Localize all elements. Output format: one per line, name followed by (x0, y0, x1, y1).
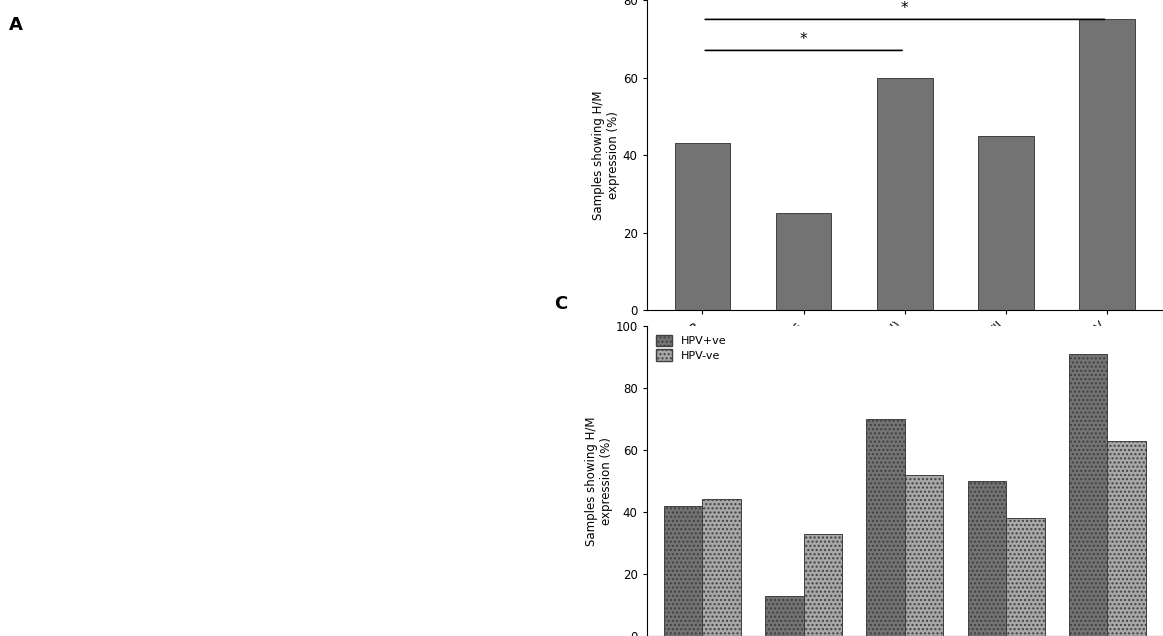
Legend: HPV+ve, HPV-ve: HPV+ve, HPV-ve (652, 331, 730, 364)
Bar (866, 419, 905, 636)
Text: A: A (9, 16, 23, 34)
Bar (968, 481, 1006, 636)
Bar (664, 506, 702, 636)
Bar (675, 144, 730, 310)
Bar (905, 474, 943, 636)
Bar (1107, 441, 1146, 636)
Bar (765, 596, 804, 636)
Bar (804, 534, 842, 636)
Text: *: * (901, 1, 908, 17)
Text: *: * (800, 32, 807, 47)
Bar (877, 78, 933, 310)
Y-axis label: Samples showing H/M
expression (%): Samples showing H/M expression (%) (585, 416, 613, 546)
Bar (702, 499, 741, 636)
Bar (1079, 19, 1135, 310)
Bar (1006, 518, 1044, 636)
Text: C: C (554, 294, 568, 313)
Bar (776, 213, 832, 310)
Bar (978, 135, 1034, 310)
Y-axis label: Samples showing H/M
expression (%): Samples showing H/M expression (%) (592, 90, 620, 220)
Bar (1069, 354, 1107, 636)
